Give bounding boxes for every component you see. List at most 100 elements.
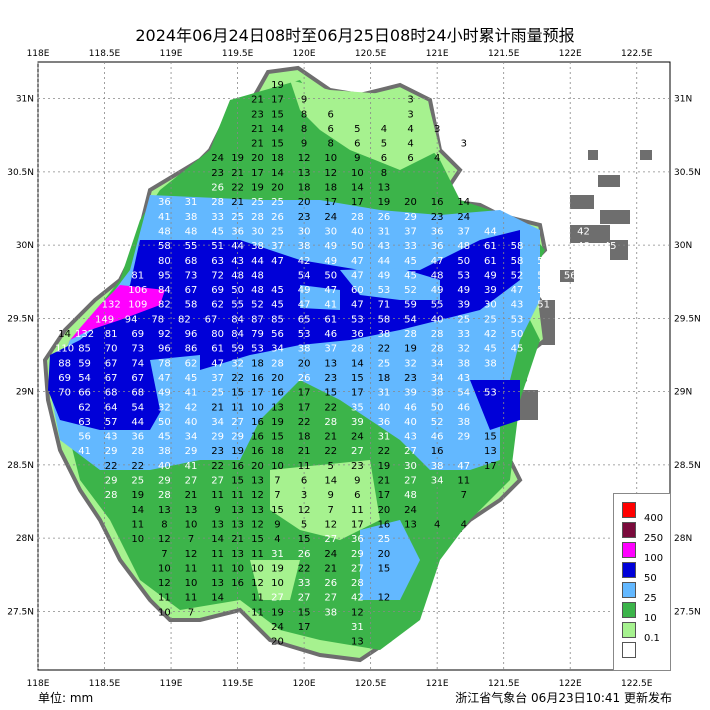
rainfall-value: 19 (231, 446, 244, 457)
legend-label: 250 (644, 533, 664, 544)
legend-swatch (622, 522, 636, 538)
rainfall-value: 32 (404, 358, 417, 369)
rainfall-value: 5 (301, 519, 307, 530)
rainfall-value: 12 (298, 153, 311, 164)
lat-tick-label: 30N (16, 241, 34, 251)
rainfall-value: 10 (185, 519, 198, 530)
rainfall-value: 55 (431, 300, 444, 311)
rainfall-value: 24 (211, 153, 224, 164)
rainfall-value: 49 (158, 388, 171, 399)
rainfall-value: 15 (378, 563, 391, 574)
rainfall-value: 27 (404, 476, 417, 487)
light-pockets (250, 80, 440, 600)
rainfall-value: 14 (351, 183, 364, 194)
rainfall-value: 46 (404, 402, 417, 413)
rainfall-value: 28 (105, 490, 118, 501)
rainfall-value: 70 (105, 344, 118, 355)
rainfall-value: 54 (298, 270, 311, 281)
rainfall-value: 41 (158, 212, 171, 223)
lon-tick-label: 121.5E (488, 49, 520, 59)
lon-tick-label: 121.5E (488, 679, 520, 689)
rainfall-value: 20 (298, 358, 311, 369)
lat-tick-label: 28.5N (7, 461, 34, 471)
rainfall-value: 21 (324, 432, 337, 443)
rainfall-value: 22 (378, 446, 391, 457)
rainfall-value: 24 (324, 549, 337, 560)
rainfall-value: 11 (251, 593, 264, 604)
rainfall-value: 16 (251, 432, 264, 443)
rainfall-value: 11 (457, 476, 470, 487)
rainfall-value: 34 (271, 344, 284, 355)
rainfall-value: 25 (271, 197, 284, 208)
rainfall-value: 47 (324, 285, 337, 296)
rainfall-value: 48 (185, 226, 198, 237)
rainfall-value: 17 (298, 388, 311, 399)
rainfall-value: 62 (185, 358, 198, 369)
rainfall-value: 53 (457, 270, 470, 281)
rainfall-value: 24 (271, 622, 284, 633)
rainfall-value: 10 (158, 607, 171, 618)
rain-band-25b (360, 520, 420, 600)
rainfall-value: 27 (298, 593, 311, 604)
rainfall-value: 20 (271, 183, 284, 194)
rainfall-value: 85 (271, 314, 284, 325)
rainfall-value: 16 (378, 519, 391, 530)
rainfall-value: 28 (131, 446, 144, 457)
rainfall-value: 12 (324, 519, 337, 530)
rainfall-value: 34 (431, 373, 444, 384)
rainfall-value: 38 (251, 241, 264, 252)
rainfall-value: 26 (211, 183, 224, 194)
rainfall-value: 53 (537, 285, 550, 296)
rainfall-value: 8 (161, 519, 167, 530)
rainfall-value: 27 (324, 593, 337, 604)
rainfall-value: 53 (298, 329, 311, 340)
rainfall-value: 21 (251, 139, 264, 150)
rainfall-value: 22 (298, 417, 311, 428)
rainfall-value: 15 (271, 139, 284, 150)
rainfall-value: 33 (298, 578, 311, 589)
rainfall-value: 17 (251, 168, 264, 179)
rainfall-value: 54 (457, 388, 470, 399)
lon-tick-label: 119.5E (222, 679, 254, 689)
rainfall-value: 24 (324, 212, 337, 223)
rainfall-value: 29 (404, 212, 417, 223)
rainfall-value: 13 (251, 505, 264, 516)
rainfall-value: 26 (324, 578, 337, 589)
rainfall-value: 16 (231, 461, 244, 472)
rainfall-value: 25 (131, 476, 144, 487)
rainfall-value: 16 (431, 446, 444, 457)
rainfall-value: 47 (351, 256, 364, 267)
rainfall-value: 15 (298, 534, 311, 545)
rainfall-value: 37 (271, 241, 284, 252)
rainfall-value: 46 (324, 329, 337, 340)
rainfall-value: 59 (231, 344, 244, 355)
rainfall-value: 34 (431, 476, 444, 487)
rainfall-value: 51 (537, 300, 550, 311)
rainfall-value: 50 (351, 241, 364, 252)
rainfall-value: 18 (378, 373, 391, 384)
rainfall-value: 20 (271, 637, 284, 648)
rainfall-value: 12 (298, 505, 311, 516)
rainfall-value: 13 (271, 402, 284, 413)
rainfall-value: 13 (158, 505, 171, 516)
rainfall-value: 79 (251, 329, 264, 340)
rainfall-value: 49 (484, 270, 497, 281)
rainfall-value: 50 (231, 285, 244, 296)
rainfall-value: 50 (564, 285, 577, 296)
rainfall-value: 14 (131, 505, 144, 516)
rainfall-value: 41 (324, 300, 337, 311)
rainfall-value: 47 (351, 270, 364, 281)
rainfall-value: 4 (381, 124, 387, 135)
rainfall-value: 20 (251, 461, 264, 472)
rainfall-value: 3 (407, 95, 413, 106)
rainfall-value: 22 (231, 183, 244, 194)
rainfall-value: 17 (378, 490, 391, 501)
rainfall-value: 109 (128, 300, 147, 311)
rainfall-value: 9 (301, 95, 307, 106)
rainfall-value: 33 (457, 329, 470, 340)
rainfall-value: 15 (324, 388, 337, 399)
rain-band-25-inner (150, 268, 440, 410)
rainfall-value: 30 (484, 300, 497, 311)
rainfall-value: 21 (378, 476, 391, 487)
rainfall-value: 47 (271, 256, 284, 267)
